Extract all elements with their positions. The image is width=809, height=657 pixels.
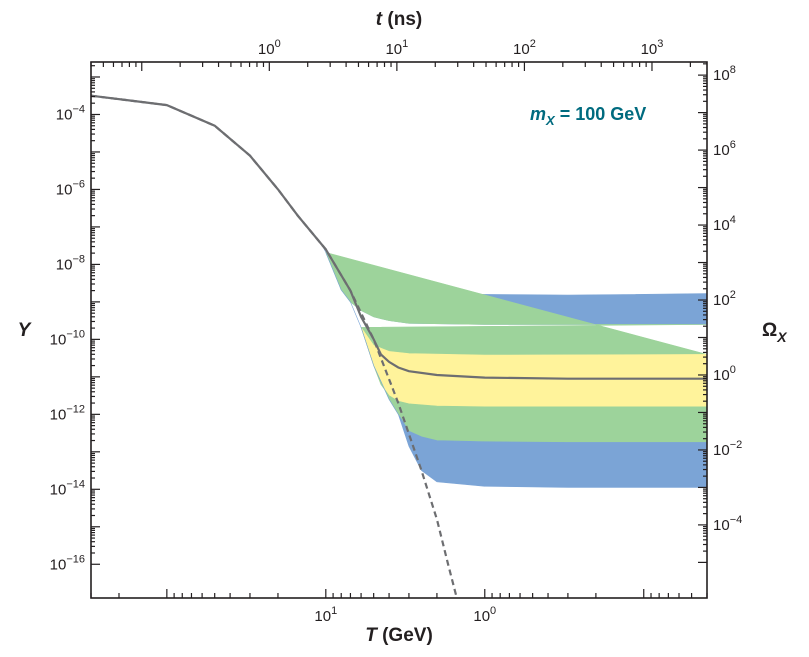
right-tick-label-base: 10 xyxy=(713,142,730,159)
bands-layer xyxy=(322,245,708,488)
mass-annotation: mX = 100 GeV xyxy=(530,104,646,128)
right-tick-label-exp: 4 xyxy=(730,214,736,226)
bottom-axis-title: T (GeV) xyxy=(365,625,433,646)
bottom-tick-label-base: 10 xyxy=(314,608,331,625)
bottom-tick-label: 100 xyxy=(473,605,496,625)
left-tick-label-base: 10 xyxy=(50,556,67,573)
right-tick-label-exp: 2 xyxy=(730,289,736,301)
right-tick-label: 104 xyxy=(713,214,736,234)
left-tick-label-exp: −4 xyxy=(72,103,85,115)
top-tick-label: 101 xyxy=(385,38,408,58)
bottom-tick-label-exp: 1 xyxy=(331,605,337,617)
left-tick-label: 10−4 xyxy=(56,103,85,123)
right-tick-label-exp: 8 xyxy=(730,64,736,76)
left-tick-label-exp: −10 xyxy=(66,328,85,340)
right-tick-label-base: 10 xyxy=(713,442,730,459)
series-layer xyxy=(90,94,707,599)
right-tick-label-exp: 6 xyxy=(730,139,736,151)
top-tick-label-exp: 2 xyxy=(530,38,536,50)
top-tick-label-exp: 3 xyxy=(657,38,663,50)
bottom-axis-var: T xyxy=(365,625,378,646)
bottom-axis-unit: (GeV) xyxy=(377,625,433,646)
top-tick-label-base: 10 xyxy=(513,41,530,58)
right-tick-label-exp: −2 xyxy=(730,439,743,451)
right-axis-sub: X xyxy=(776,329,788,345)
left-tick-label: 10−6 xyxy=(56,178,85,198)
right-tick-label-base: 10 xyxy=(713,517,730,534)
left-tick-label-exp: −14 xyxy=(66,478,85,490)
right-tick-label: 10−2 xyxy=(713,439,742,459)
bottom-tick-label-base: 10 xyxy=(473,608,490,625)
left-tick-label: 10−14 xyxy=(50,478,85,498)
top-tick-label: 100 xyxy=(258,38,281,58)
top-axis-unit: (ns) xyxy=(382,9,422,30)
left-tick-label: 10−10 xyxy=(50,328,85,348)
left-axis-title: Y xyxy=(18,320,33,341)
right-tick-label: 102 xyxy=(713,289,736,309)
left-tick-label-exp: −16 xyxy=(66,553,85,565)
right-axis-title: ΩX xyxy=(762,320,788,345)
left-tick-label-base: 10 xyxy=(56,106,73,123)
left-tick-label-base: 10 xyxy=(50,406,67,423)
top-tick-label-exp: 1 xyxy=(402,38,408,50)
ticks-layer xyxy=(90,62,708,598)
right-tick-label: 106 xyxy=(713,139,736,159)
left-tick-label-exp: −8 xyxy=(72,253,85,265)
left-tick-label: 10−8 xyxy=(56,253,85,273)
top-tick-label-base: 10 xyxy=(641,41,658,58)
right-tick-label-base: 10 xyxy=(713,367,730,384)
mass-subscript: X xyxy=(545,113,556,128)
right-tick-label-exp: 0 xyxy=(730,364,736,376)
left-tick-label-exp: −12 xyxy=(66,403,85,415)
right-tick-label: 100 xyxy=(713,364,736,384)
right-tick-label-exp: −4 xyxy=(730,514,743,526)
left-tick-label-exp: −6 xyxy=(72,178,85,190)
top-tick-label: 103 xyxy=(641,38,664,58)
left-tick-label-base: 10 xyxy=(56,256,73,273)
top-axis-title: t (ns) xyxy=(376,9,422,30)
left-tick-label-base: 10 xyxy=(50,331,67,348)
left-tick-label: 10−16 xyxy=(50,553,85,573)
series-relic-abundance xyxy=(90,94,707,380)
mass-symbol: m xyxy=(530,104,546,124)
bottom-tick-label: 101 xyxy=(314,605,337,625)
right-tick-label: 108 xyxy=(713,64,736,84)
right-tick-label: 10−4 xyxy=(713,514,742,534)
top-tick-label: 102 xyxy=(513,38,536,58)
top-tick-label-exp: 0 xyxy=(275,38,281,50)
top-tick-label-base: 10 xyxy=(385,41,402,58)
plot-frame xyxy=(90,61,708,599)
bottom-tick-label-exp: 0 xyxy=(490,605,496,617)
mass-value: = 100 GeV xyxy=(555,104,647,124)
left-tick-label-base: 10 xyxy=(50,481,67,498)
right-axis-base: Ω xyxy=(762,320,777,341)
right-tick-label-base: 10 xyxy=(713,292,730,309)
right-tick-label-base: 10 xyxy=(713,217,730,234)
right-tick-label-base: 10 xyxy=(713,67,730,84)
left-tick-label: 10−12 xyxy=(50,403,85,423)
left-tick-label-base: 10 xyxy=(56,181,73,198)
top-axis-var: t xyxy=(376,9,383,30)
top-tick-label-base: 10 xyxy=(258,41,275,58)
